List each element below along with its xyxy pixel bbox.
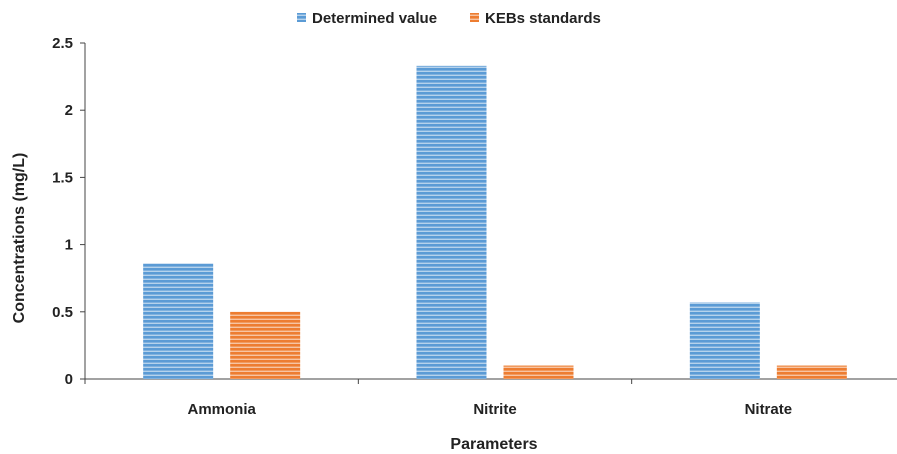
bar-ammonia-series-2 bbox=[230, 311, 301, 379]
bar-nitrite-series-1 bbox=[416, 65, 487, 380]
bar-nitrate-series-2 bbox=[776, 365, 847, 379]
y-tick-label: 2.5 bbox=[52, 35, 73, 52]
y-axis-title: Concentrations (mg/L) bbox=[11, 153, 28, 324]
y-tick-label: 0 bbox=[65, 371, 73, 388]
legend-swatch-determined bbox=[297, 13, 306, 22]
y-tick-label: 2 bbox=[65, 102, 73, 119]
bar-nitrate-series-1 bbox=[689, 302, 760, 379]
x-tick-label: Nitrate bbox=[745, 401, 793, 418]
legend: Determined value KEBs standards bbox=[297, 10, 601, 27]
x-ticks: Ammonia Nitrite Nitrate bbox=[84, 379, 793, 418]
y-tick-label: 1.5 bbox=[52, 169, 73, 186]
legend-label-kebs: KEBs standards bbox=[485, 10, 601, 27]
legend-swatch-kebs bbox=[470, 13, 479, 22]
bars bbox=[143, 65, 847, 380]
x-tick-label: Nitrite bbox=[473, 401, 516, 418]
y-tick-label: 1 bbox=[65, 237, 73, 254]
bar-ammonia-series-1 bbox=[143, 263, 214, 379]
y-ticks: 0 0.5 1 1.5 2 2.5 bbox=[52, 35, 85, 388]
x-axis-title: Parameters bbox=[450, 436, 537, 453]
y-tick-label: 0.5 bbox=[52, 304, 73, 321]
x-tick-label: Ammonia bbox=[187, 401, 256, 418]
bar-nitrite-series-2 bbox=[503, 365, 574, 379]
legend-label-determined: Determined value bbox=[312, 10, 437, 27]
